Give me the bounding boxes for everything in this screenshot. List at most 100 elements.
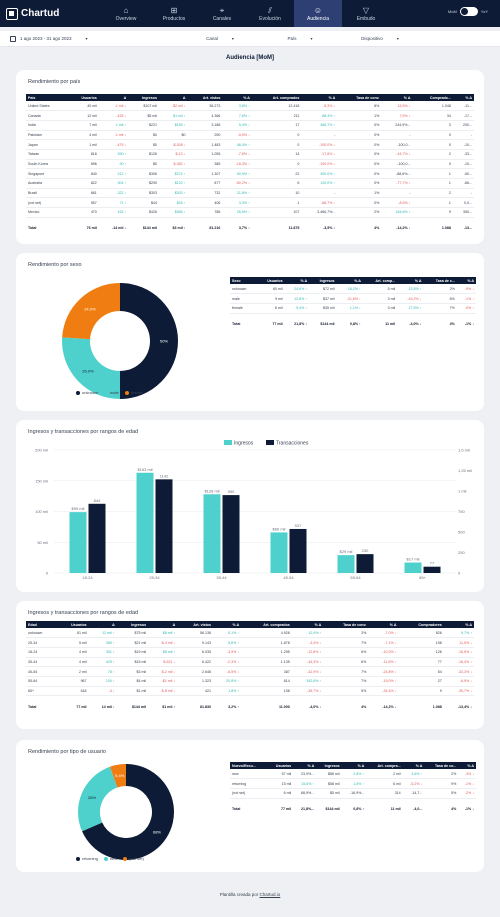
filter-bar: 1 ago 2023 - 31 ago 2023 ▾ Canal ▾ País ▾ … [0,31,500,47]
column-header[interactable]: Usuarios [56,621,89,628]
column-header[interactable]: Tasa de c... [423,277,457,284]
date-range-value: 1 ago 2023 - 31 ago 2023 [20,36,72,41]
column-header[interactable]: % Δ [368,621,399,628]
column-header[interactable]: Nuevo/Recu... [230,762,268,769]
pais-dropdown[interactable]: País ▾ [260,36,340,41]
column-header[interactable]: Comprado... [412,94,453,101]
bar-ingresos[interactable] [136,472,154,573]
bar-transacciones[interactable] [222,495,240,573]
table-cell: 12,8% ↑ [284,293,310,304]
legend-item[interactable]: returning [76,856,98,861]
column-header[interactable]: Δ [148,621,178,628]
donut-slice-new[interactable] [78,766,118,832]
donut-slice-female[interactable] [62,283,120,340]
date-range-picker[interactable]: 1 ago 2023 - 31 ago 2023 ▾ [0,35,180,42]
column-header[interactable]: Ingresos [316,762,342,769]
table-row: South Korea 696 90 ↑ $0 $-382 ↓ 385 -18,3% ↓ 0-… [26,159,474,170]
bar-ingresos[interactable] [404,562,422,573]
table-cell: 1% [337,110,382,121]
bar-ingresos[interactable] [69,512,87,573]
column-header[interactable]: Art. comp... [362,277,398,284]
donut-slice-returning[interactable] [82,764,174,860]
bar-ingresos[interactable] [270,532,288,573]
bar-transacciones[interactable] [423,566,441,573]
column-header[interactable]: Art. compra... [366,762,403,769]
column-header[interactable]: Usuarios [256,277,285,284]
column-header[interactable]: Edad [26,621,57,628]
column-header[interactable]: % Δ [456,277,476,284]
column-header[interactable]: % Δ [381,94,413,101]
column-header[interactable]: Usuarios [67,94,99,101]
table-cell: 9 [398,686,444,697]
column-header[interactable]: Ingresos [116,621,149,628]
column-header[interactable]: Art. vistos [187,94,223,101]
column-header[interactable]: % Δ [284,277,310,284]
column-header[interactable]: % Δ [402,762,425,769]
column-header[interactable]: Tasa de conv. [323,621,369,628]
column-header[interactable]: Art. comprados [241,621,292,628]
column-header[interactable]: Ingresos [128,94,159,101]
bar-transacciones[interactable] [356,554,374,573]
toggle-switch[interactable] [459,7,478,16]
toggle-right-label: YoY [480,9,488,14]
column-header[interactable]: Sexo [230,277,257,284]
column-header[interactable]: % Δ [291,621,324,628]
dispositivo-dropdown[interactable]: Dispositivo ▾ [340,36,420,41]
table-cell: -1% ↓ [456,293,476,304]
table-cell: 312 ↑ [98,168,129,179]
tab-audiencia[interactable]: ☺ Audiencia [294,0,342,27]
age-table-card: Ingresos y transacciones por rangos de e… [16,601,484,729]
bar-transacciones[interactable] [88,503,106,573]
legend-label: female [130,390,143,395]
bar-ingresos[interactable] [203,494,221,573]
legend-item[interactable]: female [124,390,143,395]
bar-ingresos[interactable] [337,555,355,573]
column-header[interactable]: Compradores [398,621,444,628]
column-header[interactable]: % Δ [213,621,242,628]
column-header[interactable]: Δ [88,621,117,628]
tab-embudo[interactable]: ▽ Embudo [342,0,390,27]
column-header[interactable]: Art. comprados [251,94,302,101]
donut-slice-notset[interactable] [109,764,126,788]
table-row: United States 40 mil -1 mil ↓ $107 mil -$2 m… [26,101,474,112]
table-cell: $306 [128,168,159,179]
donut-slice-male[interactable] [61,337,120,399]
tab-evolucin[interactable]: ⫽ Evolución [246,0,294,27]
table-cell: -50... [452,168,474,179]
legend-item[interactable]: unknown [76,390,98,395]
column-header[interactable]: Usuarios [267,762,294,769]
table-cell: 425 ↑ [88,657,117,668]
footer-link[interactable]: Chartud.io [259,892,281,897]
donut-slice-unknown[interactable] [120,283,178,399]
canal-dropdown[interactable]: Canal ▾ [180,36,260,41]
column-header[interactable]: % Δ [341,762,367,769]
tab-label: Canales [212,15,232,22]
bar-transacciones[interactable] [289,528,307,573]
column-header[interactable]: Tasa de co... [424,762,459,769]
column-header[interactable]: % Δ [458,762,476,769]
column-header[interactable]: Δ [98,94,129,101]
column-header[interactable]: Art. vistos [177,621,213,628]
column-header[interactable]: % Δ [293,762,317,769]
table-cell: 1,8% ↑ [213,686,242,697]
column-header[interactable]: % Δ [397,277,424,284]
column-header[interactable]: % Δ [336,277,363,284]
legend-item[interactable]: male [104,390,119,395]
legend-item[interactable]: (not set) [123,856,144,861]
app-logo[interactable]: Chartud [0,0,80,27]
column-header[interactable]: % Δ [222,94,252,101]
legend-item[interactable]: new [103,856,117,861]
bar-value-label: $29 mil [340,549,353,554]
tab-canales[interactable]: ⌖ Canales [198,0,246,27]
column-header[interactable]: % Δ [301,94,338,101]
bar-transacciones[interactable] [155,479,173,573]
tab-overview[interactable]: ⌂ Overview [102,0,150,27]
tab-productos[interactable]: ⊞ Productos [150,0,198,27]
column-header[interactable]: Ingresos [309,277,337,284]
mom-yoy-toggle[interactable]: MoM YoY [448,7,488,16]
column-header[interactable]: País [26,94,68,101]
column-header[interactable]: % Δ [452,94,474,101]
column-header[interactable]: Δ [159,94,188,101]
column-header[interactable]: % Δ [443,621,474,628]
column-header[interactable]: Tasa de conv. [337,94,382,101]
